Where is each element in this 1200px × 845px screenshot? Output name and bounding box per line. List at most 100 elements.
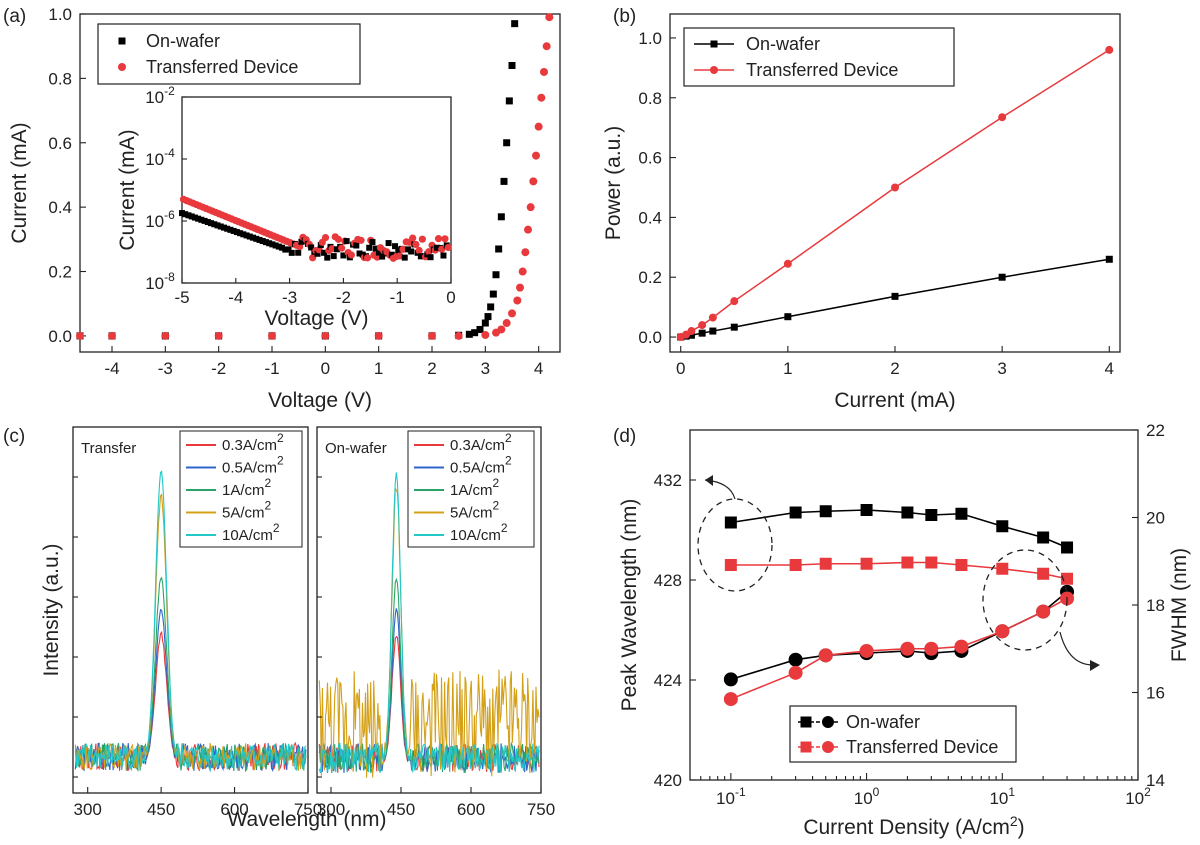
legend-label: 5A/cm2: [450, 499, 500, 522]
inset-data-point: [395, 247, 402, 254]
inset-data-point: [399, 245, 407, 253]
y-tick-label: 0.2: [48, 263, 72, 282]
y2-tick-label: 18: [1146, 596, 1165, 615]
inset-data-point: [396, 252, 404, 260]
data-point: [505, 97, 513, 105]
data-point: [537, 93, 546, 102]
data-point: [996, 520, 1009, 533]
spectrum-line: [74, 470, 307, 773]
legend-label: Transferred Device: [746, 60, 898, 80]
x-tick-label: 3: [481, 359, 490, 378]
inset-y-axis-label: Current (mA): [116, 129, 139, 250]
data-point: [698, 321, 707, 330]
inset-data-point: [182, 211, 189, 218]
data-point: [955, 559, 968, 571]
inset-data-point: [224, 225, 231, 232]
x-tick-label: 300: [317, 800, 345, 819]
data-point: [471, 329, 479, 337]
inset-data-point: [375, 249, 382, 256]
data-point: [723, 692, 738, 707]
y-axis-label: Intensity (a.u.): [40, 543, 63, 676]
spectrum-line: [318, 577, 540, 774]
data-point: [476, 325, 484, 333]
inset-data-point: [441, 235, 449, 243]
y-axis-label: Peak Wavelength (nm): [618, 499, 641, 712]
data-point: [788, 652, 803, 667]
inset-data-point: [392, 243, 399, 250]
data-point: [925, 556, 938, 569]
data-point: [1061, 541, 1074, 554]
panel-label-d: (d): [613, 426, 636, 447]
data-point: [529, 177, 538, 186]
inset-data-point: [233, 229, 240, 236]
x-tick-label: -2: [211, 359, 226, 378]
data-point: [924, 641, 939, 656]
inset-data-point: [208, 220, 215, 227]
x-tick-label: 100: [854, 785, 880, 808]
data-point: [709, 327, 717, 335]
x-axis-label: Current Density (A/cm2): [803, 813, 1024, 839]
data-point: [891, 183, 899, 192]
data-point: [481, 330, 490, 339]
data-point: [321, 331, 330, 340]
inset-data-point: [321, 233, 330, 242]
inset-data-point: [357, 236, 365, 244]
legend-marker: [822, 741, 834, 753]
inset-data-point: [188, 213, 195, 220]
data-point: [723, 672, 738, 687]
data-point: [784, 313, 792, 321]
data-point: [819, 557, 832, 570]
inset-data-point: [240, 231, 247, 238]
legend-label: 10A/cm2: [450, 521, 508, 544]
legend-label: Transferred Device: [146, 57, 298, 77]
inset-data-point: [204, 219, 211, 226]
data-point: [513, 296, 522, 305]
x-tick-label: 2: [890, 359, 899, 378]
inset-data-point: [195, 215, 202, 222]
inset-data-point: [246, 233, 253, 240]
legend-label: On-wafer: [146, 31, 220, 51]
highlight-ellipse: [982, 549, 1068, 651]
y2-tick-label: 14: [1146, 771, 1165, 790]
x-tick-label: 600: [220, 800, 248, 819]
inset-x-tick-label: -4: [228, 288, 243, 307]
inset-data-point: [343, 238, 350, 245]
inset-data-point: [243, 232, 250, 239]
data-point: [518, 267, 527, 276]
subplot-frame: [316, 426, 542, 794]
inset-data-point: [328, 245, 336, 253]
inset-data-point: [262, 239, 269, 246]
inset-data-point: [427, 254, 434, 261]
inset-data-point: [340, 252, 347, 259]
data-point: [503, 139, 511, 147]
inset-data-point: [266, 240, 273, 247]
legend-marker: [118, 37, 126, 45]
inset-data-point: [227, 226, 234, 233]
data-point: [995, 624, 1010, 639]
legend-marker: [800, 741, 812, 753]
data-point: [818, 648, 833, 663]
data-point: [374, 331, 383, 340]
inset-data-point: [285, 246, 292, 253]
y-tick-label: 1.0: [638, 29, 662, 48]
data-point: [901, 506, 914, 519]
data-point: [859, 643, 874, 658]
inset-data-point: [444, 243, 452, 252]
inset-x-tick-label: -3: [282, 288, 297, 307]
data-point: [730, 297, 739, 306]
inset-data-point: [230, 227, 237, 234]
y-axis-label: Current (mA): [8, 122, 31, 243]
data-point: [465, 330, 473, 338]
y-tick-label: 0.4: [48, 198, 72, 217]
inset-data-point: [272, 242, 279, 249]
inset-data-point: [179, 210, 185, 217]
x-tick-label: 450: [387, 800, 415, 819]
x-tick-label: 10-1: [716, 785, 746, 808]
data-point: [534, 122, 543, 131]
data-point: [487, 303, 495, 311]
series-line: [730, 561, 1068, 580]
x-tick-label: 4: [534, 359, 543, 378]
x-tick-label: 750: [294, 800, 322, 819]
series-line: [730, 591, 1068, 681]
inset-data-point: [404, 246, 411, 253]
